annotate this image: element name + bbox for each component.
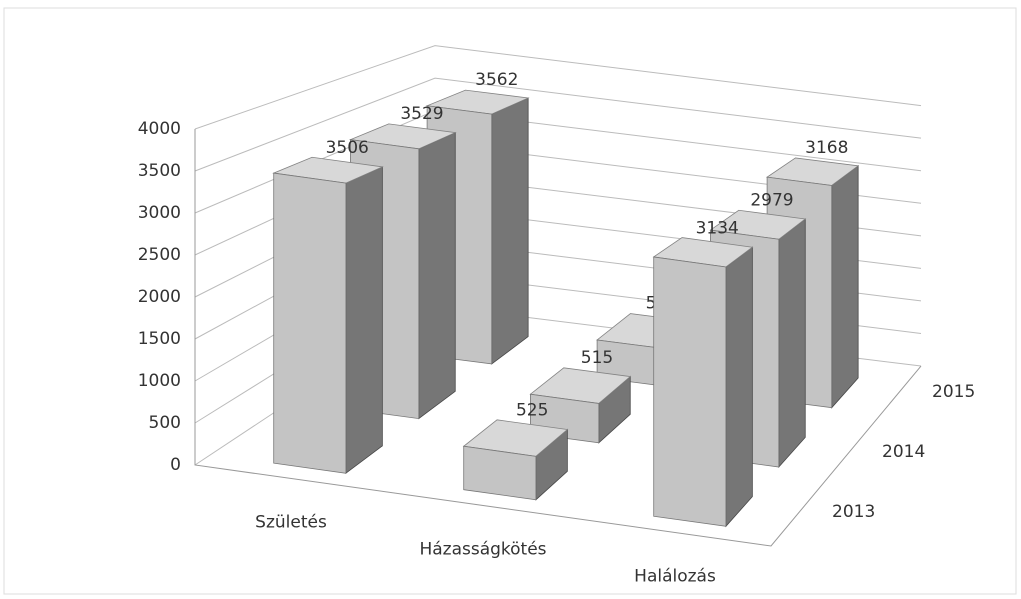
y-tick-label: 2500 bbox=[138, 245, 181, 265]
data-label: 515 bbox=[581, 348, 613, 368]
data-label: 3529 bbox=[400, 104, 443, 124]
y-tick-label: 3500 bbox=[138, 161, 181, 181]
bar-side bbox=[831, 165, 859, 409]
bar-side bbox=[491, 97, 529, 365]
bar bbox=[652, 237, 754, 528]
bar-side bbox=[725, 246, 753, 528]
bar-side bbox=[345, 166, 383, 475]
bar-front bbox=[463, 445, 537, 501]
grid-line bbox=[194, 77, 922, 172]
y-tick-label: 0 bbox=[170, 455, 181, 475]
y-tick-label: 2000 bbox=[138, 287, 181, 307]
y-tick-label: 4000 bbox=[138, 119, 181, 139]
y-tick-label: 1500 bbox=[138, 329, 181, 349]
data-label: 3562 bbox=[475, 70, 518, 90]
bar bbox=[272, 156, 384, 475]
x-tick-label: Halálozás bbox=[634, 567, 716, 587]
data-label: 2979 bbox=[750, 191, 793, 211]
data-label: 525 bbox=[516, 401, 548, 421]
x-tick-label: Születés bbox=[255, 513, 327, 533]
y-tick-label: 3000 bbox=[138, 203, 181, 223]
legend-label: 2013 bbox=[832, 502, 875, 522]
data-label: 3168 bbox=[805, 138, 848, 158]
bar-side bbox=[418, 132, 456, 420]
bar-front bbox=[653, 256, 727, 527]
y-tick-label: 1000 bbox=[138, 371, 181, 391]
bar-side bbox=[778, 218, 806, 469]
bar bbox=[462, 419, 569, 501]
data-label: 3134 bbox=[696, 218, 739, 238]
y-tick-label: 500 bbox=[149, 413, 181, 433]
chart-frame bbox=[3, 7, 1017, 595]
legend-label: 2015 bbox=[932, 382, 975, 402]
grid-line bbox=[194, 45, 922, 130]
axis-line bbox=[194, 129, 922, 547]
x-tick-label: Házasságkötés bbox=[419, 540, 546, 560]
bar-front bbox=[273, 172, 347, 474]
legend-label: 2014 bbox=[882, 442, 925, 462]
data-label: 3506 bbox=[326, 138, 369, 158]
